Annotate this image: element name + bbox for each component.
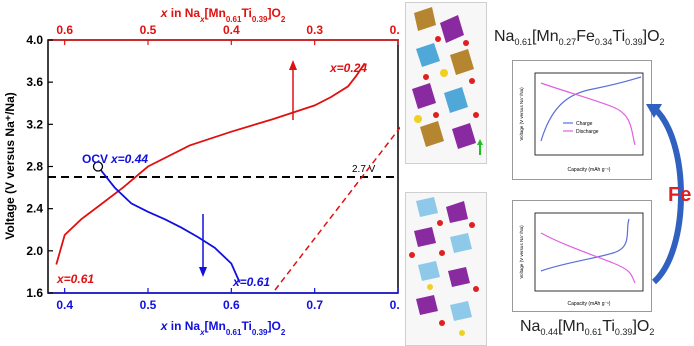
y-axis-title: Voltage (V versus Na⁺/Na): [3, 92, 17, 240]
crystal-structure-top: [405, 2, 487, 164]
inset-top-graphic: Charge Discharge Capacity (mAh g⁻¹) Volt…: [519, 72, 644, 173]
bottom-tick-label-3: 0.7: [306, 298, 323, 312]
formula-bottom-a: Na: [520, 318, 541, 335]
y-tick-label-1: 2.0: [26, 244, 43, 258]
red-end-label: x=0.24: [329, 61, 367, 75]
formula-bottom-c: Ti: [602, 318, 615, 335]
dashed-pointer-arrow: [274, 126, 400, 291]
formula-top-d: Ti: [612, 28, 626, 45]
top-tick-label-2: 0.4: [223, 23, 240, 37]
y-tick-label-2: 2.4: [26, 202, 43, 216]
bottom-axis: 0.4 0.5 0.6 0.7 0.8: [56, 288, 400, 312]
reference-line-label: 2.7 V: [352, 164, 376, 175]
inset-bottom-ylabel: Voltage (V versus Na⁺/Na): [519, 225, 524, 279]
bottom-axis-title: x in Nax[Mn0.61Ti0.39]O2: [160, 319, 286, 337]
inset-top-ylabel: Voltage (V versus Na⁺/Na): [519, 87, 524, 141]
bottom-tick-label-0: 0.4: [56, 298, 73, 312]
blue-end-label: x=0.61: [232, 275, 270, 289]
red-start-label: x=0.61: [56, 272, 94, 286]
y-tick-label-4: 3.2: [26, 117, 43, 131]
main-chart: 1.6 2.0 2.4 2.8 3.2 3.6 4.0 0.6 0.5 0.4 0.3 0.2 0.…: [3, 6, 400, 337]
inset-top-legend-discharge: Discharge: [576, 129, 599, 135]
plot-area: [47, 39, 399, 294]
y-tick-label-3: 2.8: [26, 160, 43, 174]
inset-bottom-graphic: Capacity (mAh g⁻¹) Voltage (V versus Na⁺…: [519, 212, 644, 307]
formula-top-a: Na: [494, 28, 515, 45]
fe-label: Fe: [668, 184, 692, 206]
y-axis: 1.6 2.0 2.4 2.8 3.2 3.6 4.0: [26, 33, 53, 300]
formula-bottom-b-sub: 0.61: [584, 327, 603, 338]
bottom-tick-label-4: 0.8: [390, 298, 400, 312]
formula-top-c-sub: 0.34: [594, 37, 613, 48]
inset-bottom-xlabel: Capacity (mAh g⁻¹): [568, 301, 611, 307]
crystal-structure-top-graphic: [412, 7, 483, 155]
series-blue-discharge: [97, 165, 241, 283]
formula-top-e-sub: 2: [659, 37, 665, 48]
top-tick-label-0: 0.6: [56, 23, 73, 37]
fe-substitution-arrow: [646, 104, 684, 285]
formula-bottom-c-sub: 0.39: [614, 327, 633, 338]
formula-bottom: Na0.44[Mn0.61Ti0.39]O2: [520, 318, 654, 337]
red-up-arrow: [289, 60, 297, 120]
top-tick-label-4: 0.2: [390, 23, 400, 37]
formula-bottom-d-sub: 2: [649, 327, 655, 338]
blue-start-label: x=0.44: [110, 152, 148, 166]
y-tick-label-5: 3.6: [26, 75, 43, 89]
bottom-tick-label-1: 0.5: [140, 298, 157, 312]
ocv-marker: [92, 161, 104, 172]
formula-top-b: [Mn: [531, 28, 559, 45]
top-tick-label-3: 0.3: [306, 23, 323, 37]
formula-top-e: ]O: [642, 28, 660, 45]
ocv-label: OCV: [82, 152, 108, 166]
inset-chart-top: Charge Discharge Capacity (mAh g⁻¹) Volt…: [512, 60, 652, 180]
formula-top-d-sub: 0.39: [625, 37, 643, 48]
formula-bottom-d: ]O: [632, 318, 650, 335]
crystal-structure-bottom-graphic: [409, 197, 479, 336]
series-red-charge: [55, 62, 366, 265]
bottom-tick-label-2: 0.6: [223, 298, 240, 312]
crystal-structure-bottom: [405, 192, 487, 346]
formula-top-b-sub: 0.27: [558, 37, 577, 48]
inset-top-xlabel: Capacity (mAh g⁻¹): [568, 167, 611, 173]
inset-top-legend-charge: Charge: [576, 121, 593, 127]
formula-top-c: Fe: [576, 28, 595, 45]
top-tick-label-1: 0.5: [140, 23, 157, 37]
top-axis-title: x in Nax[Mn0.61Ti0.39]O2: [160, 6, 286, 24]
inset-chart-bottom: Capacity (mAh g⁻¹) Voltage (V versus Na⁺…: [512, 200, 652, 312]
formula-top: Na0.61[Mn0.27Fe0.34Ti0.39]O2: [494, 28, 665, 47]
formula-bottom-a-sub: 0.44: [540, 327, 558, 338]
top-axis: 0.6 0.5 0.4 0.3 0.2: [56, 23, 400, 45]
blue-down-arrow: [199, 214, 207, 277]
y-tick-label-6: 4.0: [26, 33, 43, 47]
y-tick-label-0: 1.6: [26, 286, 43, 300]
formula-bottom-b: [Mn: [557, 318, 585, 335]
formula-top-a-sub: 0.61: [514, 37, 532, 48]
